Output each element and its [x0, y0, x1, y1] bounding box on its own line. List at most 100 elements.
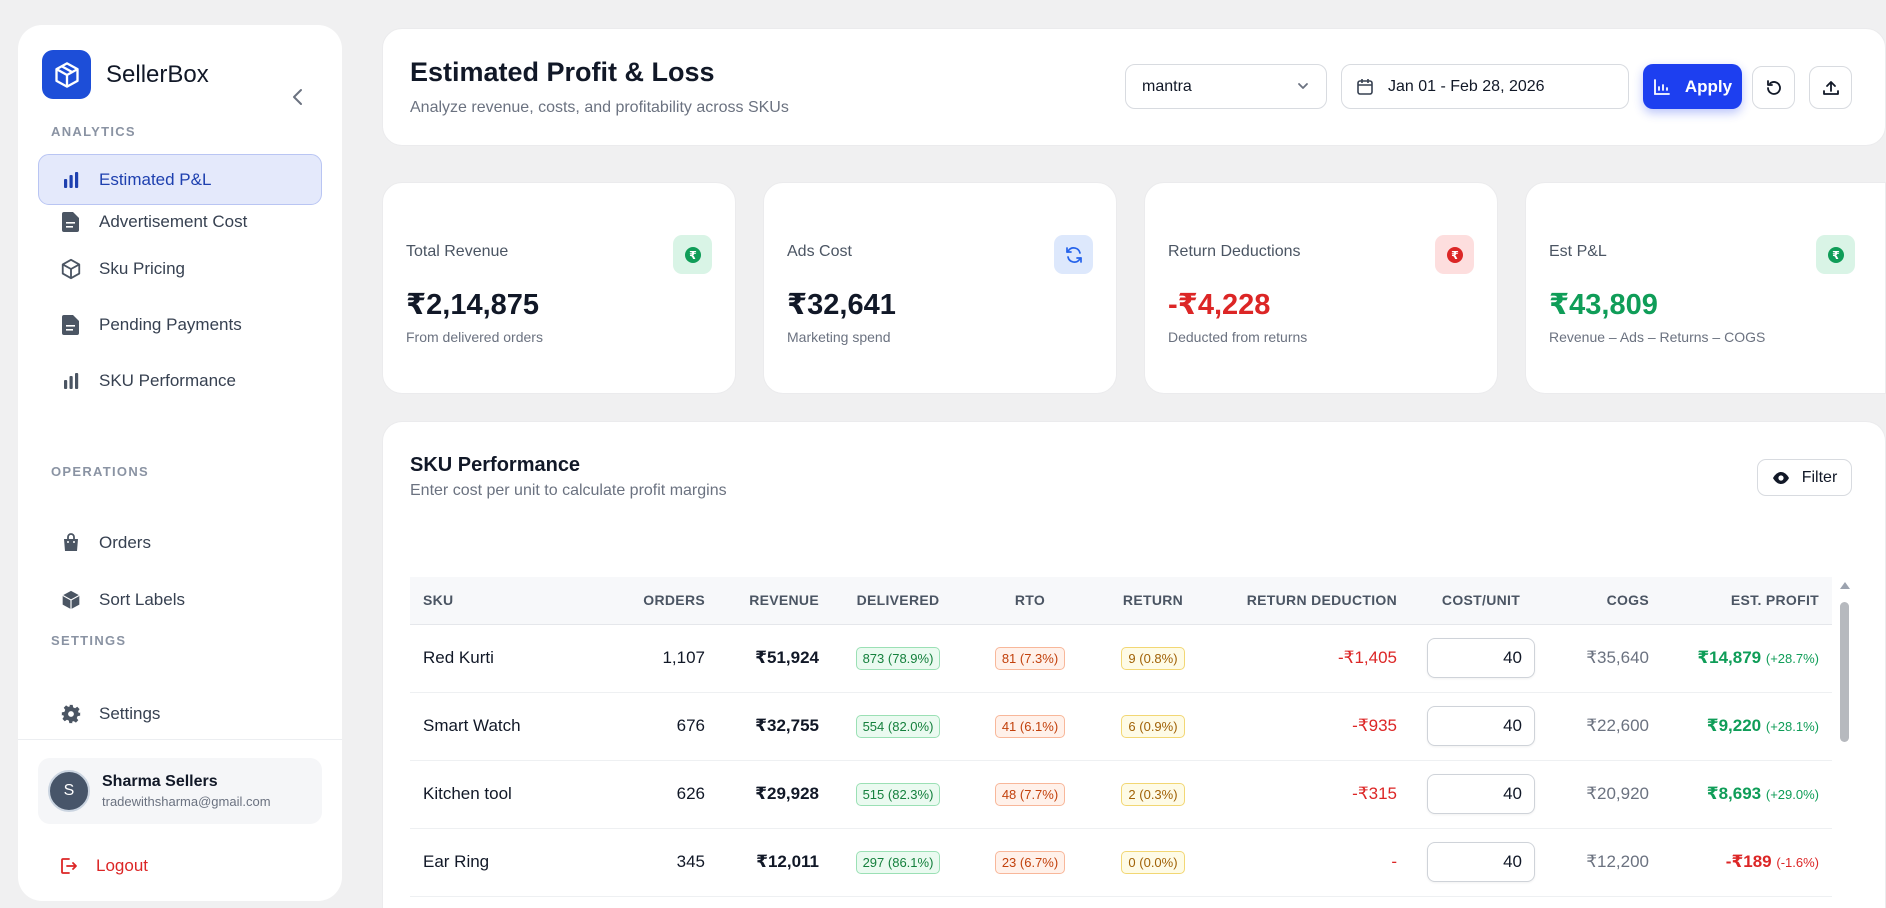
chevron-left-icon [293, 89, 302, 105]
stat-value: -₹4,228 [1168, 289, 1271, 321]
sidebar-item-advertisement-cost[interactable]: Advertisement Cost [38, 196, 322, 247]
sku-name: Kitchen tool [410, 760, 610, 829]
column-header[interactable]: RTO [964, 577, 1096, 625]
est-profit-percent: (-1.6%) [1776, 855, 1819, 870]
revenue-value: ₹32,755 [718, 692, 832, 761]
stat-note: Deducted from returns [1168, 329, 1308, 345]
export-button[interactable] [1809, 66, 1852, 109]
sidebar-item-sku-performance[interactable]: SKU Performance [38, 355, 322, 406]
sidebar-item-sku-pricing[interactable]: Sku Pricing [38, 243, 322, 294]
scroll-up-arrow-icon[interactable] [1840, 582, 1850, 589]
sidebar-item-label: Sort Labels [99, 589, 185, 609]
store-select-value: mantra [1142, 77, 1192, 95]
cost-per-unit-input[interactable] [1427, 706, 1535, 746]
stat-value: ₹43,809 [1549, 289, 1658, 321]
delivered-badge: 554 (82.0%) [855, 714, 941, 738]
brand-logo-icon [42, 50, 91, 99]
user-card[interactable]: S Sharma Sellers tradewithsharma@gmail.c… [38, 758, 322, 824]
column-header[interactable]: COGS [1552, 577, 1662, 625]
column-header[interactable]: SKU [410, 577, 610, 625]
column-header[interactable]: Delivered [832, 577, 964, 625]
column-header[interactable]: Return [1096, 577, 1210, 625]
brand[interactable]: SellerBox [42, 50, 209, 99]
page-header: Estimated Profit & Loss Analyze revenue,… [382, 28, 1886, 146]
gear-icon [59, 702, 83, 726]
apply-label: Apply [1684, 76, 1733, 96]
svg-text:₹: ₹ [1832, 249, 1840, 262]
return-badge: 9 (0.8%) [1121, 646, 1185, 670]
stat-label: Ads Cost [787, 243, 852, 260]
apply-button[interactable]: Apply [1643, 64, 1742, 109]
sidebar-item-label: Pending Payments [99, 314, 242, 334]
cogs-value: ₹12,200 [1552, 828, 1662, 897]
sku-name: Smart Watch [410, 692, 610, 761]
stat-label: Total Revenue [406, 243, 509, 260]
sidebar-item-label: SKU Performance [99, 370, 236, 390]
return-badge: 6 (0.9%) [1121, 714, 1185, 738]
est-profit-value: -₹189 [1725, 852, 1772, 871]
svg-text:₹: ₹ [689, 249, 697, 262]
column-header[interactable]: Return Deduction [1210, 577, 1410, 625]
sidebar-item-settings[interactable]: Settings [38, 688, 322, 739]
return-deduction-value: - [1210, 828, 1410, 897]
filter-label: Filter [1801, 468, 1838, 486]
cogs-value: ₹35,640 [1552, 624, 1662, 693]
document-icon [59, 313, 83, 337]
column-header[interactable]: Revenue [718, 577, 832, 625]
orders-value: 1,107 [610, 624, 718, 693]
sidebar-item-orders[interactable]: Orders [38, 517, 322, 568]
sku-name: Red Kurti [410, 624, 610, 693]
rupee-icon: ₹ [1816, 235, 1855, 274]
store-select[interactable]: mantra [1125, 64, 1327, 109]
chevron-down-icon [1298, 83, 1308, 89]
reset-icon [1766, 79, 1781, 95]
orders-value: 676 [610, 692, 718, 761]
cost-per-unit-input[interactable] [1427, 638, 1535, 678]
logout-button[interactable]: Logout [56, 854, 148, 878]
reset-button[interactable] [1752, 66, 1795, 109]
collapse-sidebar-button[interactable] [286, 85, 310, 109]
stat-card-total-revenue: Total Revenue ₹ ₹2,14,875 From delivered… [382, 182, 736, 394]
calendar-icon [1356, 78, 1374, 96]
column-header[interactable]: Cost/Unit [1410, 577, 1552, 625]
sidebar-item-label: Advertisement Cost [99, 211, 248, 231]
est-profit-value: ₹14,879 [1697, 648, 1762, 667]
filter-button[interactable]: Filter [1757, 459, 1852, 496]
column-header[interactable]: Orders [610, 577, 718, 625]
user-name: Sharma Sellers [102, 773, 218, 790]
scroll-thumb[interactable] [1840, 602, 1849, 742]
est-profit-value: ₹8,693 [1706, 784, 1762, 803]
refresh-icon [1054, 235, 1093, 274]
document-icon [59, 210, 83, 234]
table-scrollbar[interactable] [1838, 582, 1850, 908]
sku-table: SKU Orders Revenue Delivered RTO Return … [410, 577, 1832, 897]
est-profit-cell: ₹8,693 (+29.0%) [1662, 760, 1832, 829]
column-header[interactable]: Est. Profit [1662, 577, 1832, 625]
cost-per-unit-input[interactable] [1427, 842, 1535, 882]
return-deduction-value: -₹315 [1210, 760, 1410, 829]
sidebar-item-estimated-pl[interactable]: Estimated P&L [38, 154, 322, 205]
brand-name: SellerBox [106, 60, 209, 88]
return-badge: 2 (0.3%) [1121, 782, 1185, 806]
cost-per-unit-input[interactable] [1427, 774, 1535, 814]
eye-icon [1772, 471, 1790, 485]
orders-value: 345 [610, 828, 718, 897]
sidebar-item-pending-payments[interactable]: Pending Payments [38, 299, 322, 350]
sidebar-item-label: Settings [99, 703, 161, 723]
table-row: Smart Watch 676 ₹32,755 554 (82.0%) 41 (… [410, 692, 1832, 761]
est-profit-percent: (+28.1%) [1765, 719, 1819, 734]
stat-card-est-pl: Est P&L ₹ ₹43,809 Revenue – Ads – Return… [1525, 182, 1886, 394]
page-subtitle: Analyze revenue, costs, and profitabilit… [410, 99, 789, 116]
table-subtitle: Enter cost per unit to calculate profit … [410, 482, 727, 499]
return-deduction-value: -₹1,405 [1210, 624, 1410, 693]
stat-label: Est P&L [1549, 243, 1607, 260]
revenue-value: ₹51,924 [718, 624, 832, 693]
avatar: S [48, 770, 90, 812]
sidebar-item-sort-labels[interactable]: Sort Labels [38, 574, 322, 625]
revenue-value: ₹12,011 [718, 828, 832, 897]
stat-label: Return Deductions [1168, 243, 1301, 260]
date-range-picker[interactable]: Jan 01 - Feb 28, 2026 [1341, 64, 1629, 109]
sidebar: SellerBox ANALYTICS Estimated P&L Advert… [18, 25, 342, 901]
user-email: tradewithsharma@gmail.com [102, 794, 271, 809]
est-profit-percent: (+28.7%) [1765, 651, 1819, 666]
